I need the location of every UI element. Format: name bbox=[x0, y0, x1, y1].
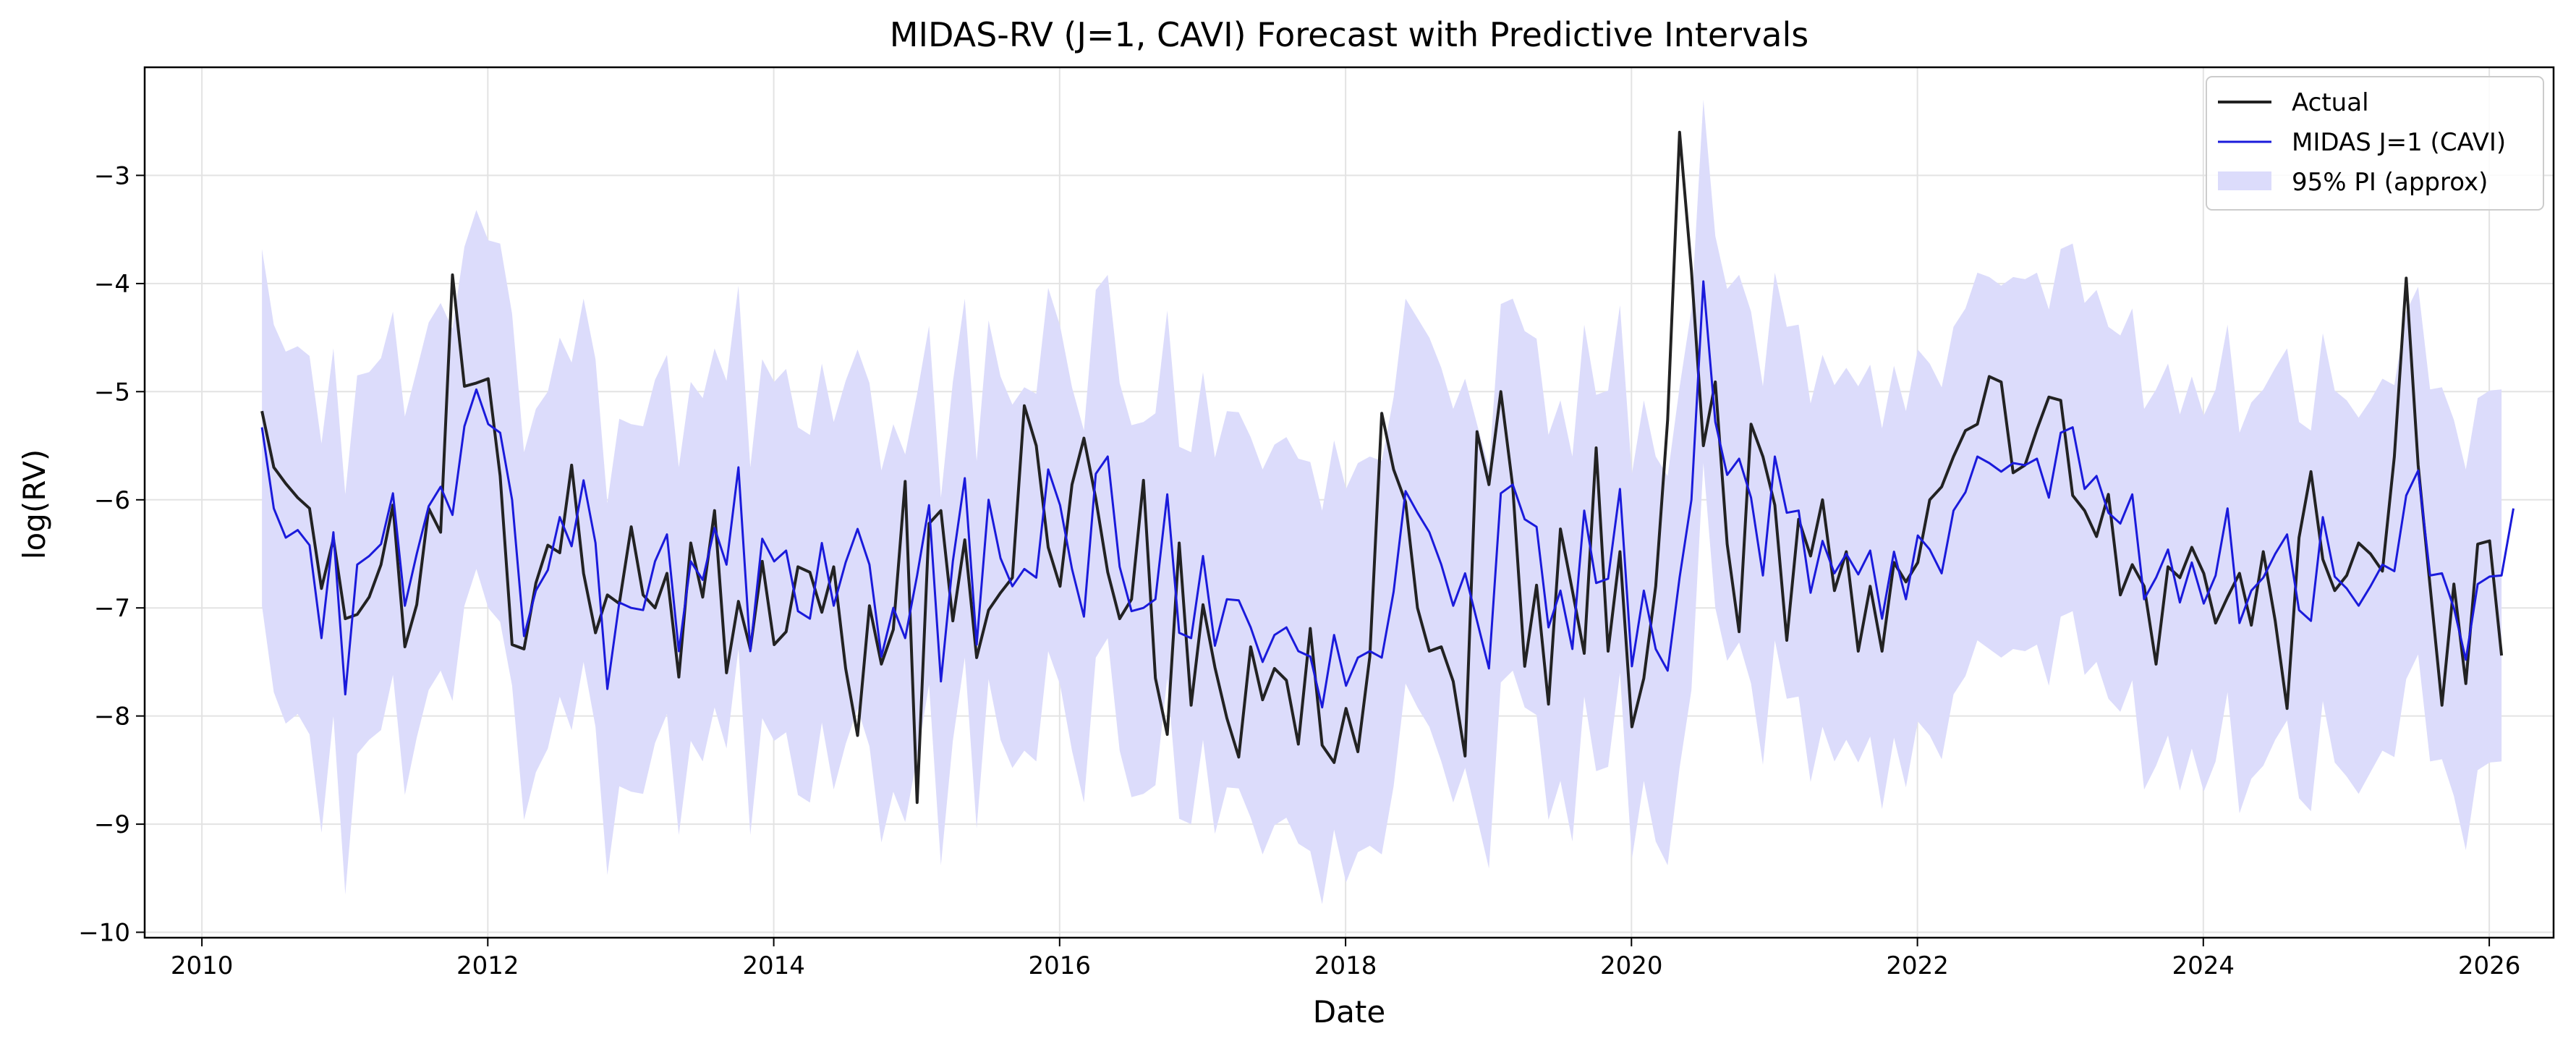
x-tick-label: 2024 bbox=[2172, 951, 2235, 980]
legend-actual-label: Actual bbox=[2292, 88, 2369, 117]
x-tick-label: 2012 bbox=[456, 951, 519, 980]
forecast-series-line bbox=[260, 280, 2515, 709]
legend-band-label: 95% PI (approx) bbox=[2292, 168, 2488, 197]
legend: Actual MIDAS J=1 (CAVI) 95% PI (approx) bbox=[2206, 76, 2544, 211]
chart-title: MIDAS-RV (J=1, CAVI) Forecast with Predi… bbox=[890, 15, 1808, 54]
x-tick-label: 2014 bbox=[742, 951, 805, 980]
y-tick-label: −6 bbox=[94, 486, 130, 515]
prediction-interval-band bbox=[262, 99, 2502, 904]
y-tick-label: −4 bbox=[94, 270, 130, 299]
y-tick-label: −10 bbox=[78, 919, 130, 948]
y-axis-label: log(RV) bbox=[17, 449, 52, 559]
x-tick-label: 2018 bbox=[1314, 951, 1377, 980]
x-tick-label: 2022 bbox=[1886, 951, 1949, 980]
x-tick-label: 2010 bbox=[171, 951, 234, 980]
y-tick-label: −7 bbox=[94, 594, 130, 623]
x-axis-label: Date bbox=[1313, 994, 1385, 1030]
pi-band-area bbox=[262, 99, 2502, 904]
x-tick-label: 2020 bbox=[1600, 951, 1663, 980]
y-tick-label: −8 bbox=[94, 703, 130, 731]
legend-band-swatch bbox=[2218, 171, 2271, 190]
actual-series-line bbox=[260, 130, 2504, 805]
x-tick-label: 2016 bbox=[1029, 951, 1092, 980]
y-tick-label: −9 bbox=[94, 810, 130, 839]
x-tick-label: 2026 bbox=[2458, 951, 2521, 980]
y-tick-label: −3 bbox=[94, 161, 130, 190]
series-lines bbox=[260, 130, 2515, 805]
legend-box bbox=[2206, 76, 2544, 211]
plot-area-frame bbox=[143, 66, 2555, 939]
axis-ticks: 2010 2012 2014 2016 2018 2020 2022 2024 2026 −10 −… bbox=[78, 161, 2520, 980]
y-tick-label: −5 bbox=[94, 378, 130, 407]
legend-forecast-label: MIDAS J=1 (CAVI) bbox=[2292, 128, 2506, 157]
